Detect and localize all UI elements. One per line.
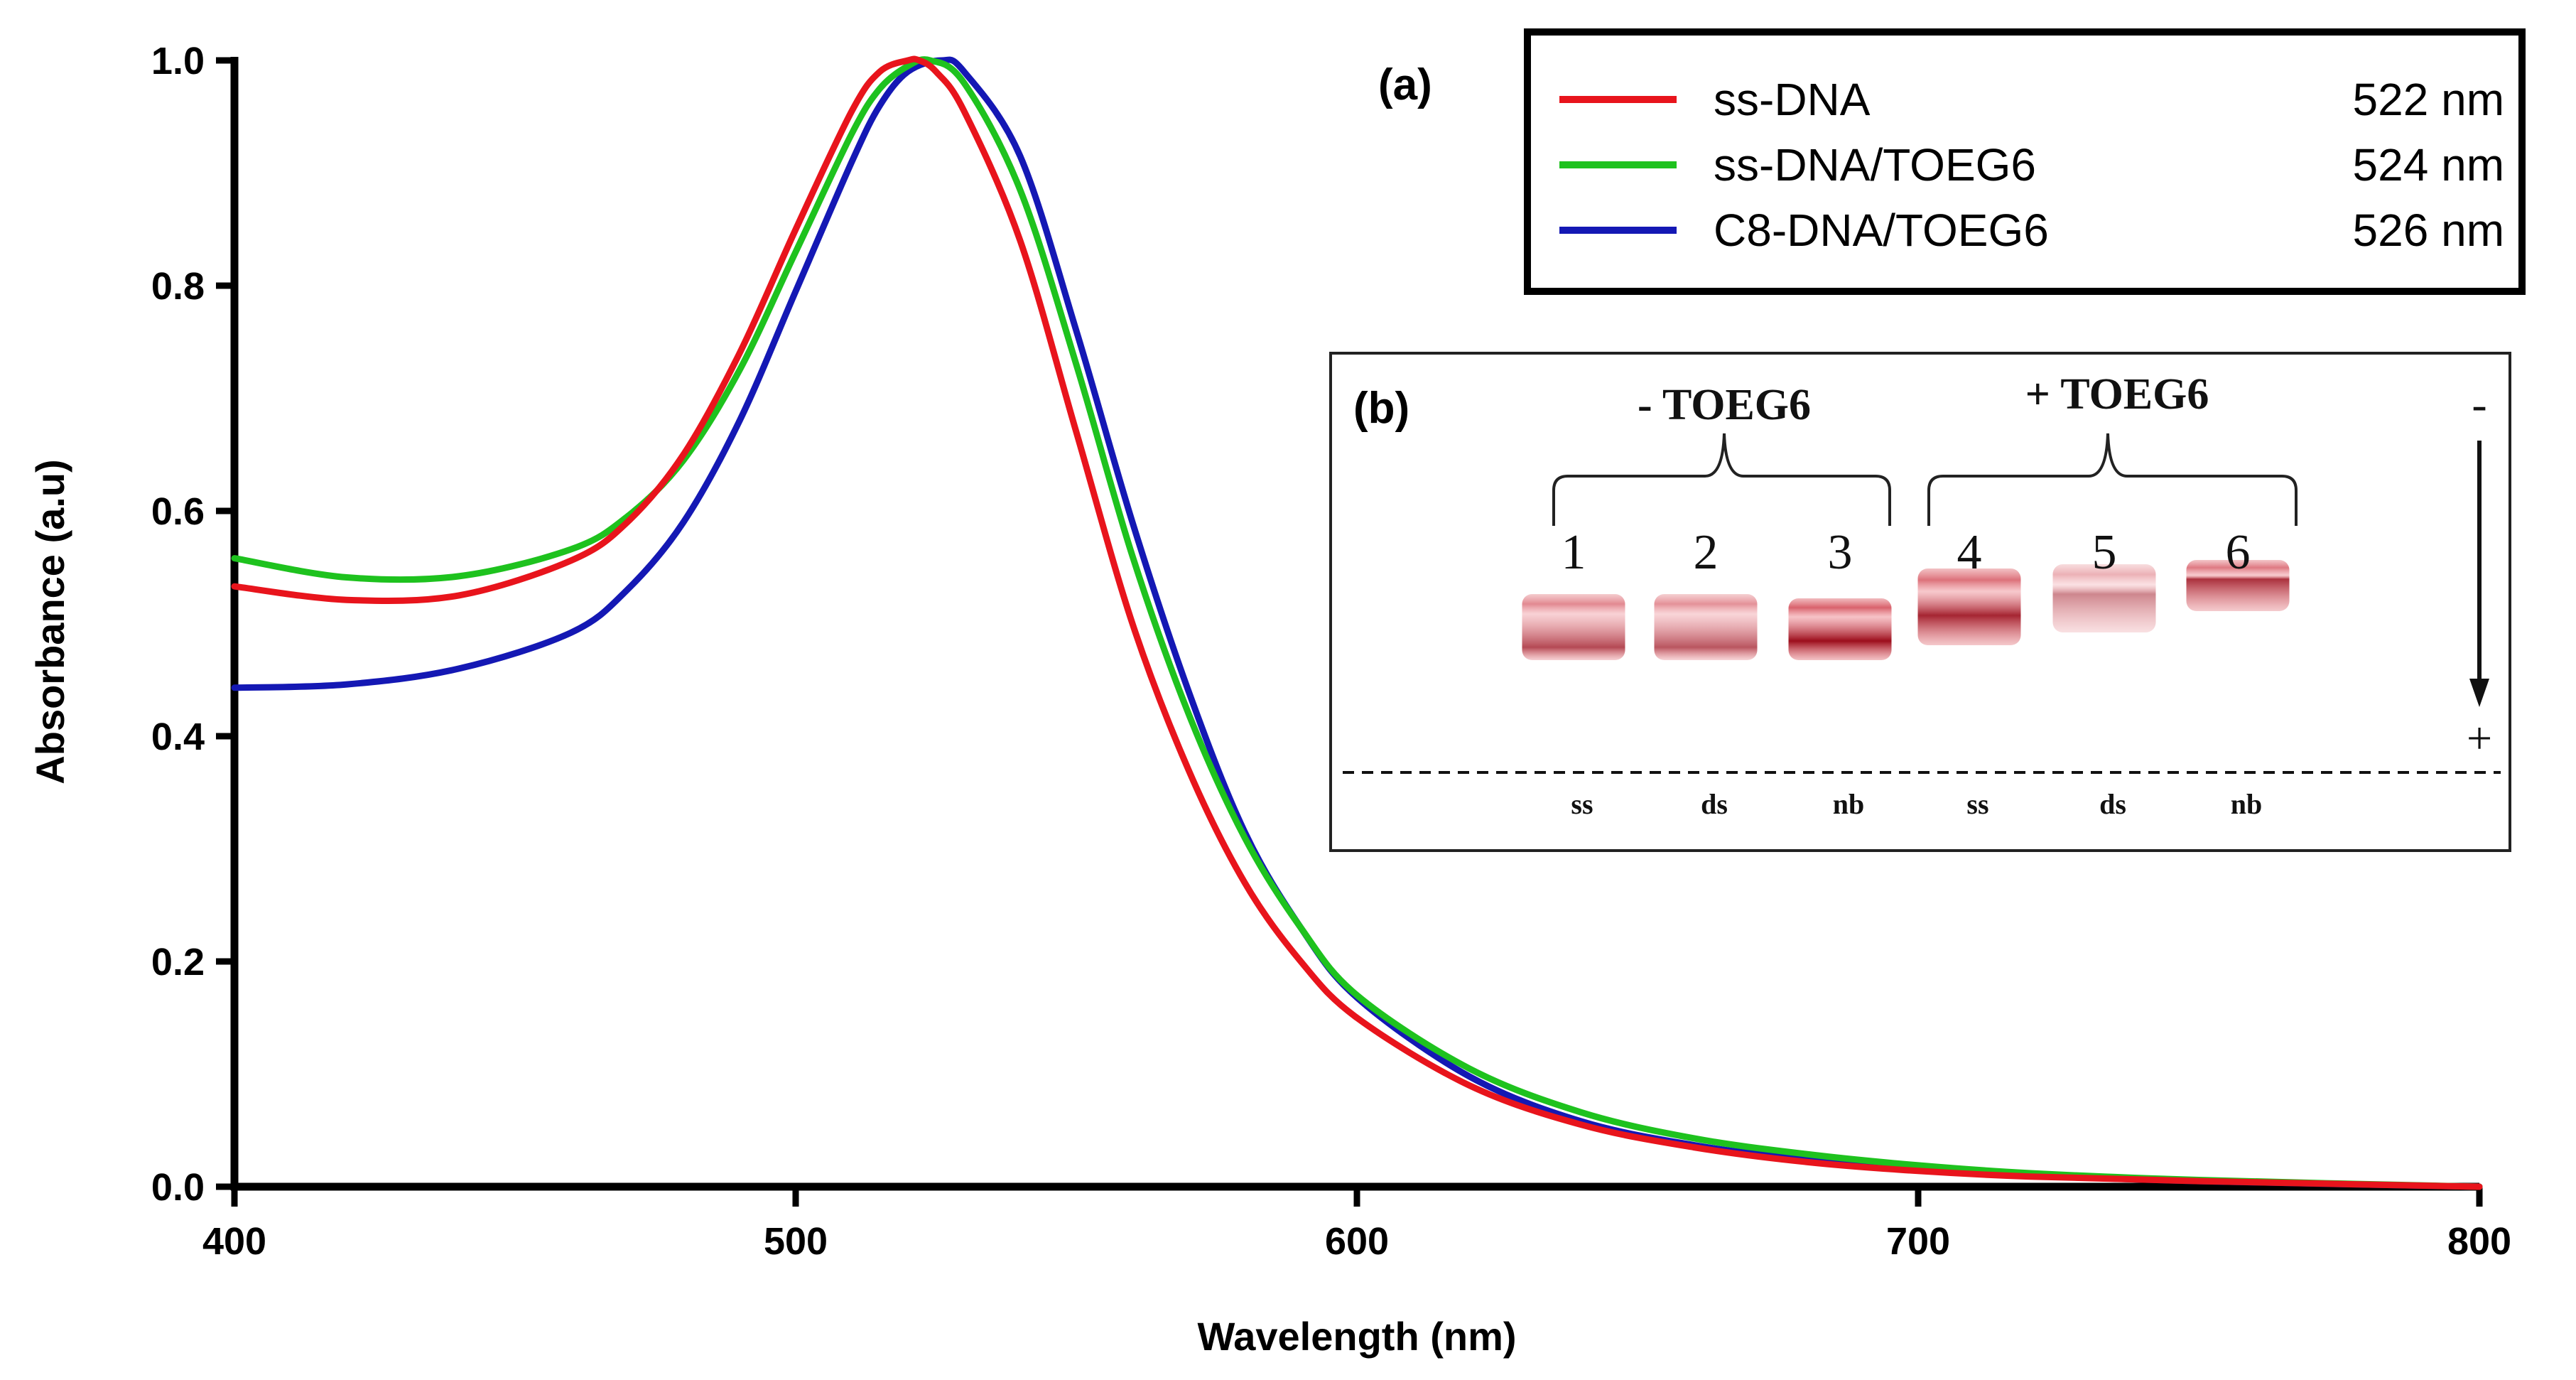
panel-label-b: (b)	[1353, 384, 1409, 433]
lane-number: 3	[1828, 525, 1853, 580]
lane-number: 2	[1694, 525, 1719, 580]
lane-number: 4	[1957, 525, 1982, 580]
y-tick-label: 0.0	[151, 1166, 205, 1209]
x-tick-label: 400	[202, 1220, 266, 1263]
bracket-minus-toeg6	[1552, 433, 1891, 526]
legend: ss-DNA 522 nm ss-DNA/TOEG6 524 nm C8-DNA/TOE…	[1524, 28, 2526, 295]
lane-type: nb	[1833, 788, 1865, 820]
y-tick-label: 0.8	[151, 265, 205, 308]
bracket-plus-toeg6	[1927, 433, 2298, 526]
y-tick-label: 0.4	[151, 716, 205, 758]
legend-peak-label: 522 nm	[2353, 74, 2504, 125]
lane-type: ss	[1966, 788, 1988, 820]
series-lines	[231, 55, 2483, 1190]
y-axis-label: Absorbance (a.u)	[28, 459, 72, 784]
electrode-positive: +	[2467, 713, 2492, 763]
migration-arrow-head	[2469, 679, 2489, 707]
lane-number: 5	[2092, 525, 2117, 580]
x-ticks: 400 500 600 700 800	[202, 1187, 2511, 1263]
gel-band	[1788, 598, 1892, 660]
gel-band	[1522, 594, 1625, 660]
gel-inset: (b) - TOEG6 + TOEG6 1 ss 2 ds 3 nb 4 ss 5 ds 6 nb -…	[1329, 352, 2511, 852]
gel-band	[1654, 594, 1758, 660]
x-tick-label: 500	[764, 1220, 828, 1263]
lane-type: ds	[2099, 788, 2126, 820]
gel-band	[2052, 564, 2156, 632]
x-tick-label: 700	[1886, 1220, 1950, 1263]
legend-series-name: ss-DNA/TOEG6	[1714, 139, 2036, 190]
x-tick-label: 600	[1325, 1220, 1389, 1263]
legend-box	[1524, 28, 2526, 295]
y-tick-label: 1.0	[151, 40, 205, 82]
lane-type: nb	[2231, 788, 2263, 820]
group-label-plus-toeg6: + TOEG6	[2025, 370, 2209, 419]
gel-band	[1917, 568, 2021, 645]
x-axis-label: Wavelength (nm)	[1197, 1314, 1516, 1359]
x-tick-label: 800	[2447, 1220, 2511, 1263]
electrode-negative: -	[2472, 379, 2486, 429]
legend-series-name: ss-DNA	[1714, 74, 1871, 125]
legend-peak-label: 524 nm	[2353, 139, 2504, 190]
group-label-minus-toeg6: - TOEG6	[1638, 381, 1811, 429]
gel-lanes: 1 ss 2 ds 3 nb 4 ss 5 ds 6 nb	[1522, 525, 2290, 820]
lane-type: ss	[1571, 788, 1593, 820]
legend-entries: ss-DNA 522 nm ss-DNA/TOEG6 524 nm C8-DNA/TOE…	[1559, 74, 2504, 256]
lane-number: 6	[2226, 525, 2251, 580]
panel-label-a: (a)	[1378, 60, 1432, 109]
gel-band	[2186, 560, 2290, 611]
legend-series-name: C8-DNA/TOEG6	[1714, 205, 2049, 256]
legend-peak-label: 526 nm	[2353, 205, 2504, 256]
y-tick-label: 0.6	[151, 490, 205, 533]
series-line-ss-dna	[231, 55, 2483, 1190]
y-tick-label: 0.2	[151, 941, 205, 983]
lane-number: 1	[1562, 525, 1586, 580]
lane-type: ds	[1701, 788, 1728, 820]
y-ticks: 0.0 0.2 0.4 0.6 0.8 1.0	[151, 40, 234, 1209]
